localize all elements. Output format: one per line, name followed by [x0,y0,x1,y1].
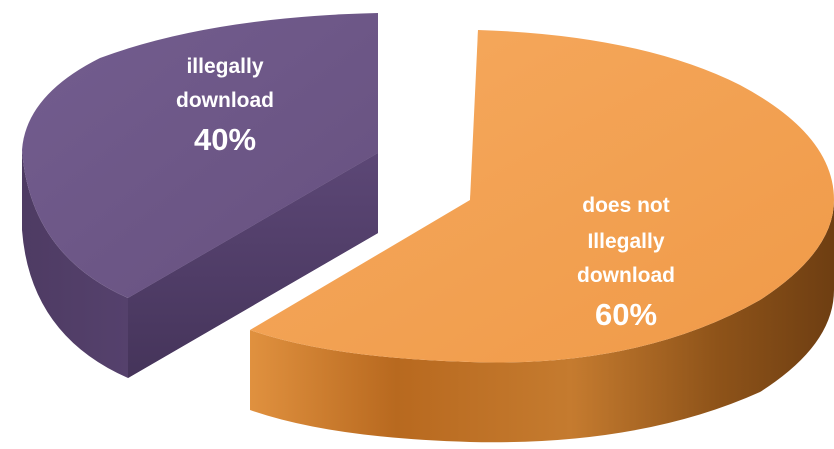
pie-slice-does-not-illegally-download-top [250,30,834,363]
slice-label-does-not-illegally-download-line-2: Illegally [587,230,664,253]
slice-value-illegally-download: 40% [194,122,256,157]
slice-label-illegally-download-line-1: illegally [186,55,263,78]
pie-slice-does-not-illegally-download-side [250,200,834,443]
slice-label-illegally-download-line-2: download [176,89,274,112]
slice-value-does-not-illegally-download: 60% [595,297,657,332]
pie-slice-does-not-illegally-download [250,30,834,443]
pie-slice-illegally-download-top [22,13,378,298]
pie-slice-illegally-download [22,13,378,378]
slice-label-does-not-illegally-download-line-3: download [577,264,675,287]
pie-slice-illegally-download-cut [128,153,378,378]
slice-label-does-not-illegally-download-line-1: does not [582,194,670,217]
